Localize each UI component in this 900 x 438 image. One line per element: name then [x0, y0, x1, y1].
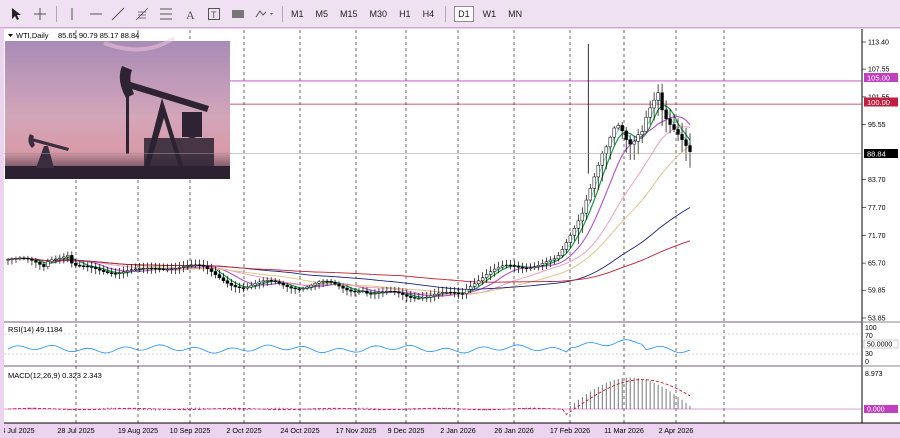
level-badge-105: 105.00 — [864, 73, 898, 83]
timeframe-m15[interactable]: M15 — [340, 9, 358, 19]
x-tick-label: 19 Aug 2025 — [118, 426, 158, 435]
svg-text:70: 70 — [865, 333, 873, 340]
x-axis-labels: 4 Jul 2025 28 Jul 2025 19 Aug 2025 10 Sep 2… — [4, 426, 693, 435]
timeframe-mn[interactable]: MN — [508, 9, 523, 19]
y-tick-label: 77.70 — [868, 205, 886, 212]
fibonacci-icon[interactable] — [134, 5, 150, 23]
x-tick-label: 2 Oct 2025 — [226, 426, 261, 435]
x-tick-label: 26 Jan 2026 — [494, 426, 534, 435]
label-icon[interactable]: T — [206, 5, 222, 23]
timeframe-bar: M1 M5 M15 M30 H1 H4 D1 W1 MN — [288, 6, 525, 22]
symbol-title: WTI,Daily — [16, 31, 49, 40]
collapse-icon[interactable] — [8, 34, 13, 37]
y-tick-label: 83.70 — [868, 177, 886, 184]
rsi-indicator: RSI(14) 49.1184 100 70 50.0000 30 0 — [4, 325, 899, 366]
y-tick-label: 71.70 — [868, 233, 886, 240]
timeframe-h4[interactable]: H4 — [422, 9, 435, 19]
vertical-line-icon[interactable] — [64, 5, 80, 23]
y-tick-label: 113.40 — [868, 40, 889, 47]
timeframe-h1[interactable]: H1 — [399, 9, 411, 19]
svg-text:30: 30 — [865, 351, 873, 358]
svg-text:T: T — [211, 10, 217, 20]
level-badge-100: 100.00 — [864, 97, 898, 107]
svg-text:A: A — [186, 8, 195, 21]
svg-text:50.0000: 50.0000 — [867, 342, 892, 349]
x-tick-label: 10 Sep 2025 — [170, 426, 211, 435]
rsi-pane — [4, 323, 862, 365]
timeframe-m5[interactable]: M5 — [315, 9, 329, 19]
svg-text:100.00: 100.00 — [867, 98, 890, 107]
svg-text:8.973: 8.973 — [865, 371, 883, 378]
svg-text:100: 100 — [865, 325, 877, 332]
y-tick-label: 59.85 — [868, 288, 886, 295]
ohlc-readout: 85.65 90.79 85.17 88.84 — [58, 31, 139, 40]
svg-text:0: 0 — [865, 359, 869, 366]
x-tick-label: 2 Apr 2026 — [659, 426, 694, 435]
svg-text:88.84: 88.84 — [867, 150, 886, 159]
x-tick-label: 2 Jan 2026 — [440, 426, 476, 435]
svg-text:105.00: 105.00 — [867, 74, 890, 83]
x-tick-label: 28 Jul 2025 — [57, 426, 94, 435]
x-tick-label: 17 Nov 2025 — [336, 426, 377, 435]
text-icon[interactable]: A — [182, 5, 198, 23]
candlesticks — [6, 43, 692, 303]
x-tick-label: 9 Dec 2025 — [388, 426, 425, 435]
price-levels — [230, 80, 862, 105]
price-scale — [862, 29, 900, 423]
y-tick-label: 53.85 — [868, 316, 886, 323]
rsi-label: RSI(14) 49.1184 — [8, 325, 62, 334]
x-tick-label: 17 Feb 2026 — [550, 426, 590, 435]
moving-averages — [7, 99, 691, 299]
macd-pane — [4, 367, 862, 423]
y-tick-label: 65.70 — [868, 261, 886, 268]
cursor-icon[interactable] — [8, 5, 24, 23]
x-tick-label: 24 Oct 2025 — [280, 426, 319, 435]
y-tick-label: 95.55 — [868, 122, 886, 129]
oil-rig-image — [5, 36, 230, 179]
y-tick-label: 107.55 — [868, 67, 890, 74]
chart-header: WTI,Daily 85.65 90.79 85.17 88.84 — [8, 31, 139, 40]
toolbar: A T M1 M5 M15 M30 H1 H4 D1 W1 MN — [0, 0, 900, 28]
timeframe-d1[interactable]: D1 — [454, 6, 474, 22]
macd-indicator: MACD(12,26,9) 0.323 2.343 8.973 0.000 — [4, 371, 898, 415]
x-tick-label: 11 Mar 2026 — [604, 426, 644, 435]
chart-area[interactable]: WTI,Daily 85.65 90.79 85.17 88.84 113.40… — [4, 28, 900, 438]
rectangle-icon[interactable] — [230, 5, 246, 23]
macd-label: MACD(12,26,9) 0.323 2.343 — [8, 371, 102, 380]
horizontal-line-icon[interactable] — [88, 5, 104, 23]
x-tick-label: 4 Jul 2025 — [4, 426, 35, 435]
timeframe-w1[interactable]: W1 — [482, 9, 497, 19]
crosshair-icon[interactable] — [32, 5, 48, 23]
timeframe-m30[interactable]: M30 — [369, 9, 388, 19]
channel-icon[interactable] — [158, 5, 174, 23]
current-price-badge: 88.84 — [864, 149, 898, 159]
trend-line-icon[interactable] — [110, 5, 126, 23]
shapes-icon[interactable] — [254, 5, 276, 23]
timeframe-m1[interactable]: M1 — [291, 9, 304, 19]
svg-text:0.000: 0.000 — [867, 407, 885, 414]
